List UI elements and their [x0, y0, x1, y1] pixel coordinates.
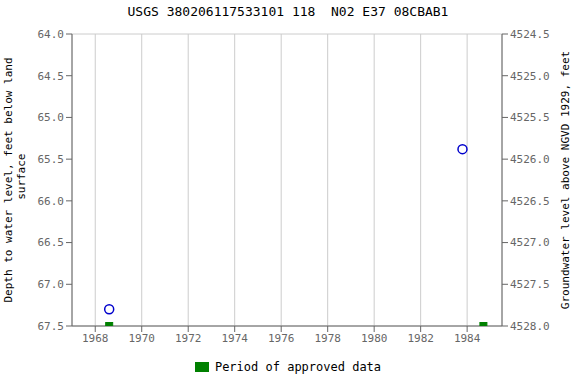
- html-text:Depth to water level, feet bel: Depth to water level, feet below land su…: [2, 57, 28, 303]
- svg-text:1974: 1974: [221, 332, 248, 345]
- svg-text:1978: 1978: [314, 332, 341, 345]
- svg-text:1976: 1976: [268, 332, 295, 345]
- svg-text:64.0: 64.0: [38, 28, 65, 41]
- svg-text:4524.5: 4524.5: [510, 28, 550, 41]
- svg-text:4527.5: 4527.5: [510, 278, 550, 291]
- svg-text:4528.0: 4528.0: [510, 320, 550, 333]
- svg-text:66.0: 66.0: [38, 195, 65, 208]
- html-text:USGS 380206117533101 118 N02 E: USGS 380206117533101 118 N02 E37 08CBAB1: [127, 4, 449, 19]
- svg-text:1980: 1980: [361, 332, 388, 345]
- svg-text:4527.0: 4527.0: [510, 236, 550, 249]
- svg-text:66.5: 66.5: [38, 236, 65, 249]
- svg-text:1970: 1970: [128, 332, 155, 345]
- svg-text:4525.5: 4525.5: [510, 111, 550, 124]
- svg-text:67.0: 67.0: [38, 278, 65, 291]
- svg-text:1972: 1972: [175, 332, 202, 345]
- svg-text:4526.0: 4526.0: [510, 153, 550, 166]
- svg-text:65.5: 65.5: [38, 153, 65, 166]
- html-text:Groundwater level above NGVD 1: Groundwater level above NGVD 1929, feet: [558, 50, 572, 310]
- svg-text:1984: 1984: [454, 332, 481, 345]
- svg-text:4525.0: 4525.0: [510, 70, 550, 83]
- svg-text:64.5: 64.5: [38, 70, 65, 83]
- svg-text:1982: 1982: [407, 332, 434, 345]
- svg-text:4526.5: 4526.5: [510, 195, 550, 208]
- svg-text:65.0: 65.0: [38, 111, 65, 124]
- svg-text:67.5: 67.5: [38, 320, 65, 333]
- svg-text:1968: 1968: [82, 332, 109, 345]
- html-text:Period of approved data: Period of approved data: [214, 360, 382, 374]
